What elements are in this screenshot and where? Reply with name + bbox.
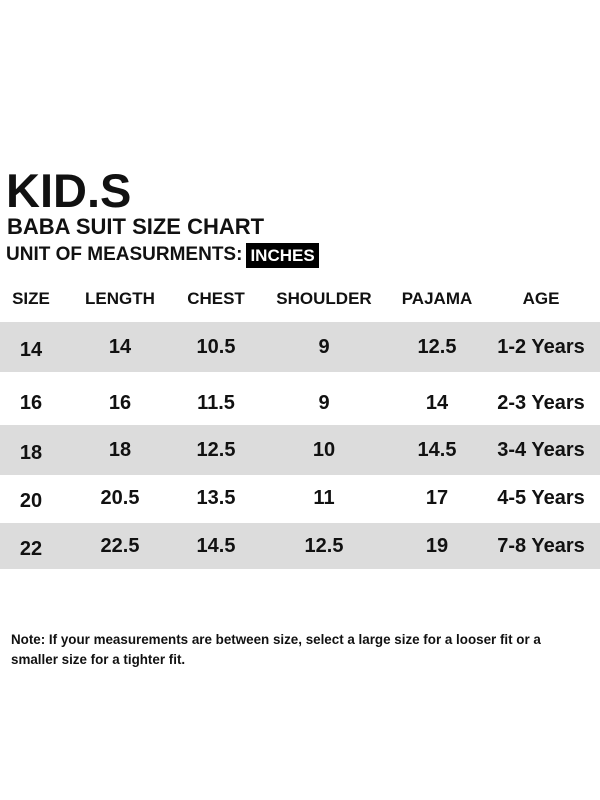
cell-shoulder: 10 — [312, 438, 336, 461]
cell-pajama: 14 — [425, 391, 449, 414]
column-header-size: SIZE — [12, 288, 50, 308]
unit-row: UNIT OF MEASURMENTS: INCHES — [6, 242, 319, 268]
cell-size: 22 — [19, 537, 43, 560]
table-row: 22 22.5 14.5 12.5 19 7-8 Years — [0, 523, 600, 569]
column-header-age: AGE — [522, 288, 560, 308]
unit-label: UNIT OF MEASURMENTS: — [6, 244, 243, 265]
column-header-shoulder: SHOULDER — [276, 288, 372, 308]
table-row: 18 18 12.5 10 14.5 3-4 Years — [0, 425, 600, 475]
chart-subtitle: BABA SUIT SIZE CHART — [7, 214, 265, 239]
cell-size: 20 — [19, 489, 43, 512]
cell-pajama: 12.5 — [417, 335, 457, 358]
unit-badge: INCHES — [246, 242, 319, 268]
cell-size: 18 — [19, 441, 43, 464]
table-row: 14 14 10.5 9 12.5 1-2 Years — [0, 322, 600, 372]
cell-length: 20.5 — [100, 486, 140, 509]
cell-chest: 11.5 — [197, 391, 235, 414]
cell-chest: 10.5 — [196, 335, 236, 358]
cell-pajama: 19 — [425, 534, 449, 557]
cell-pajama: 14.5 — [417, 438, 457, 461]
cell-shoulder: 12.5 — [304, 534, 344, 557]
cell-pajama: 17 — [425, 486, 449, 509]
cell-size: 14 — [19, 338, 43, 361]
cell-age: 2-3 Years — [497, 391, 585, 414]
cell-chest: 14.5 — [196, 534, 236, 557]
column-header-chest: CHEST — [187, 288, 245, 308]
cell-length: 18 — [108, 438, 132, 461]
cell-age: 7-8 Years — [497, 534, 585, 557]
table-row: 20 20.5 13.5 11 17 4-5 Years — [0, 473, 600, 523]
fit-note: Note: If your measurements are between s… — [11, 632, 541, 667]
cell-shoulder: 9 — [318, 335, 330, 358]
cell-chest: 13.5 — [196, 486, 236, 509]
column-header-pajama: PAJAMA — [401, 288, 473, 308]
cell-chest: 12.5 — [196, 438, 236, 461]
size-table: SIZE LENGTH CHEST SHOULDER PAJAMA AGE 14… — [0, 275, 600, 569]
cell-size: 16 — [19, 391, 43, 414]
cell-length: 14 — [108, 335, 132, 358]
table-header-row: SIZE LENGTH CHEST SHOULDER PAJAMA AGE — [0, 275, 600, 322]
cell-length: 16 — [108, 391, 132, 414]
cell-shoulder: 11 — [313, 486, 335, 509]
cell-age: 3-4 Years — [497, 438, 585, 461]
cell-age: 1-2 Years — [497, 335, 585, 358]
cell-length: 22.5 — [100, 534, 140, 557]
cell-age: 4-5 Years — [497, 486, 585, 509]
column-header-length: LENGTH — [85, 288, 155, 308]
table-row: 16 16 11.5 9 14 2-3 Years — [0, 378, 600, 428]
brand-title: KID.S — [6, 164, 132, 217]
cell-shoulder: 9 — [318, 391, 330, 414]
